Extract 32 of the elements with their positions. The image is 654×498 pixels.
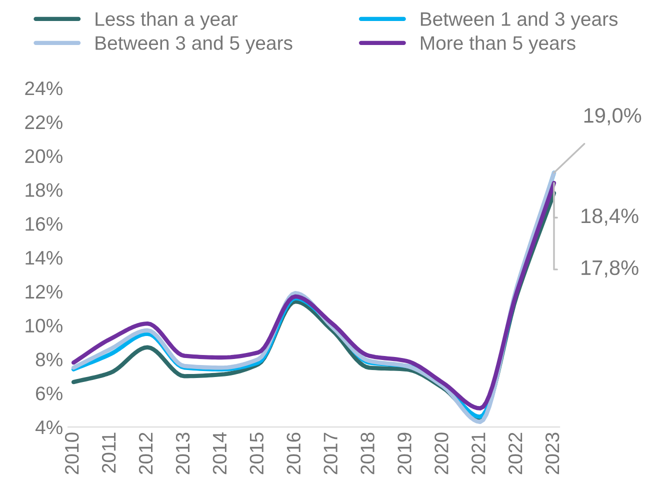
x-tick-label: 2022 [508,432,522,474]
y-tick-label: 10% [26,318,62,333]
x-tick-label: 2014 [212,432,227,474]
annotation: 19,0% [584,108,642,126]
y-tick-label: 6% [36,386,62,400]
x-tick-label: 2019 [398,432,412,474]
y-tick-label: 14% [26,251,62,265]
x-tick-label: 2023 [545,432,560,474]
x-tick-label: 2017 [324,432,338,474]
x-tick-label: 2021 [472,432,486,474]
x-tick-label: 2015 [250,432,264,474]
x-tick-label: 2020 [434,432,448,474]
legend-label: Less than a year [96,12,238,30]
y-tick-label: 18% [26,183,62,197]
y-tick-label: 4% [35,420,62,434]
x-tick-label: 2010 [64,432,79,474]
x-tick-label: 2011 [102,432,116,473]
legend-label: More than 5 years [420,36,576,54]
y-tick-label: 20% [25,149,62,164]
y-tick-label: 24% [25,81,62,96]
annotation: 17,8% [582,260,638,278]
legend-label: Between 1 and 3 years [420,12,618,30]
x-tick-label: 2013 [176,432,190,474]
annotation: 18,4% [582,208,638,226]
y-tick-label: 8% [36,352,62,366]
y-tick-label: 12% [26,284,62,299]
x-tick-label: 2012 [138,432,153,474]
x-tick-label: 2016 [286,432,301,474]
legend-label: Between 3 and 5 years [96,36,292,54]
y-tick-label: 16% [26,217,62,231]
x-tick-label: 2018 [360,432,374,474]
y-tick-label: 22% [25,115,62,130]
